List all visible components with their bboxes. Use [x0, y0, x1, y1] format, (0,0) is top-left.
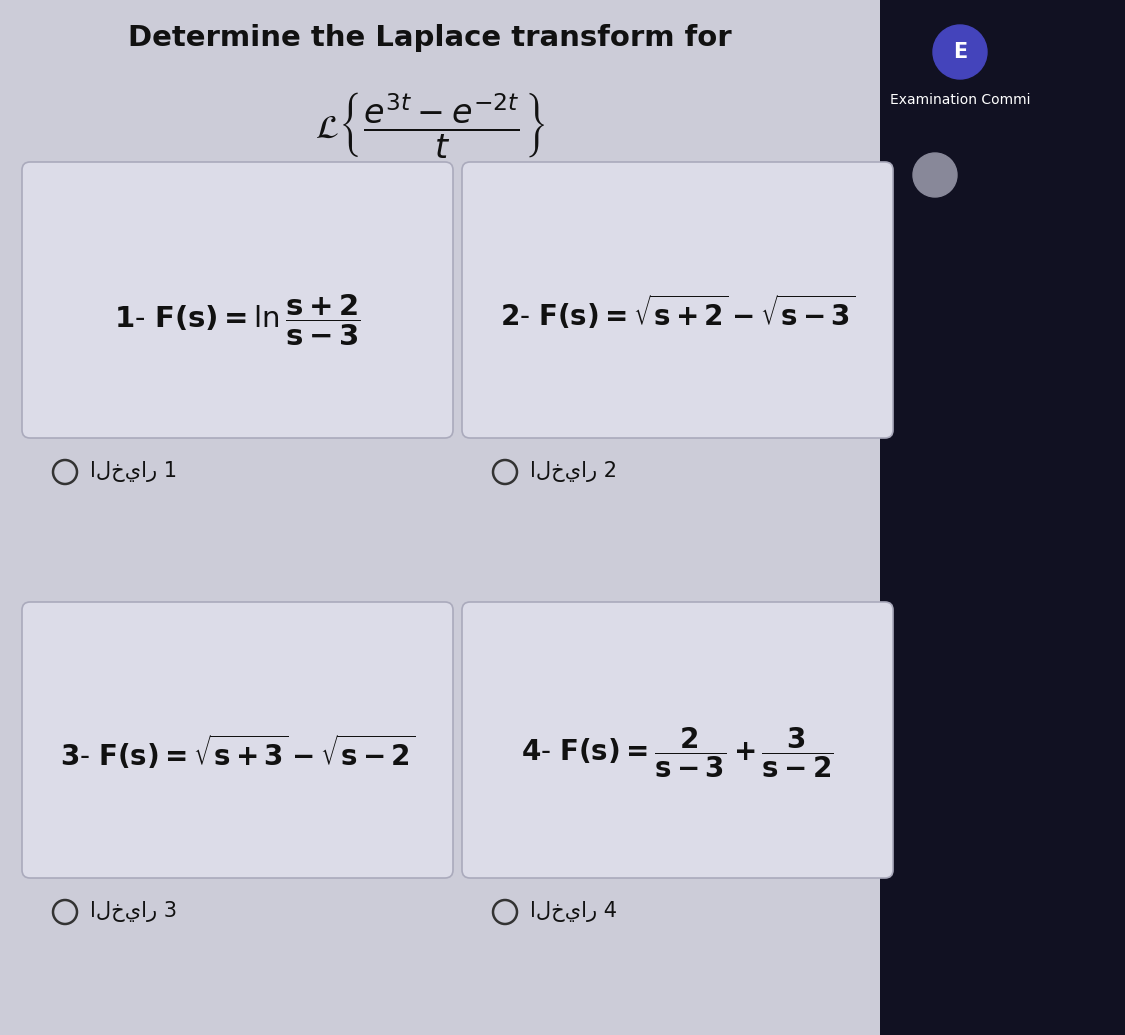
- FancyBboxPatch shape: [462, 162, 893, 438]
- Text: $\mathcal{L}\left\{\dfrac{e^{3t}-e^{-2t}}{t}\right\}$: $\mathcal{L}\left\{\dfrac{e^{3t}-e^{-2t}…: [315, 90, 544, 160]
- FancyBboxPatch shape: [22, 602, 453, 878]
- FancyBboxPatch shape: [462, 602, 893, 878]
- Text: $\mathbf{3\text{-}\ F(s) = \sqrt{s+3}-\sqrt{s-2}}$: $\mathbf{3\text{-}\ F(s) = \sqrt{s+3}-\s…: [60, 734, 415, 772]
- Text: الخيار 1: الخيار 1: [90, 462, 177, 482]
- Text: $\mathbf{2\text{-}\ F(s) = \sqrt{s+2}-\sqrt{s-3}}$: $\mathbf{2\text{-}\ F(s) = \sqrt{s+2}-\s…: [500, 294, 855, 332]
- Text: $\mathbf{1\text{-}\ F(s) = \ln\dfrac{s+2}{s-3}}$: $\mathbf{1\text{-}\ F(s) = \ln\dfrac{s+2…: [115, 293, 361, 349]
- Text: E: E: [953, 42, 968, 62]
- FancyBboxPatch shape: [22, 162, 453, 438]
- Circle shape: [933, 25, 987, 79]
- Circle shape: [914, 153, 957, 197]
- Text: الخيار 4: الخيار 4: [530, 901, 617, 922]
- Text: $\mathbf{4\text{-}\ F(s) = \dfrac{2}{s-3}+\dfrac{3}{s-2}}$: $\mathbf{4\text{-}\ F(s) = \dfrac{2}{s-3…: [521, 726, 834, 780]
- Text: Examination Commi: Examination Commi: [890, 93, 1030, 107]
- Text: الخيار 2: الخيار 2: [530, 462, 617, 482]
- Text: الخيار 3: الخيار 3: [90, 901, 177, 922]
- Bar: [880, 0, 1125, 1035]
- Text: Determine the Laplace transform for: Determine the Laplace transform for: [128, 24, 732, 52]
